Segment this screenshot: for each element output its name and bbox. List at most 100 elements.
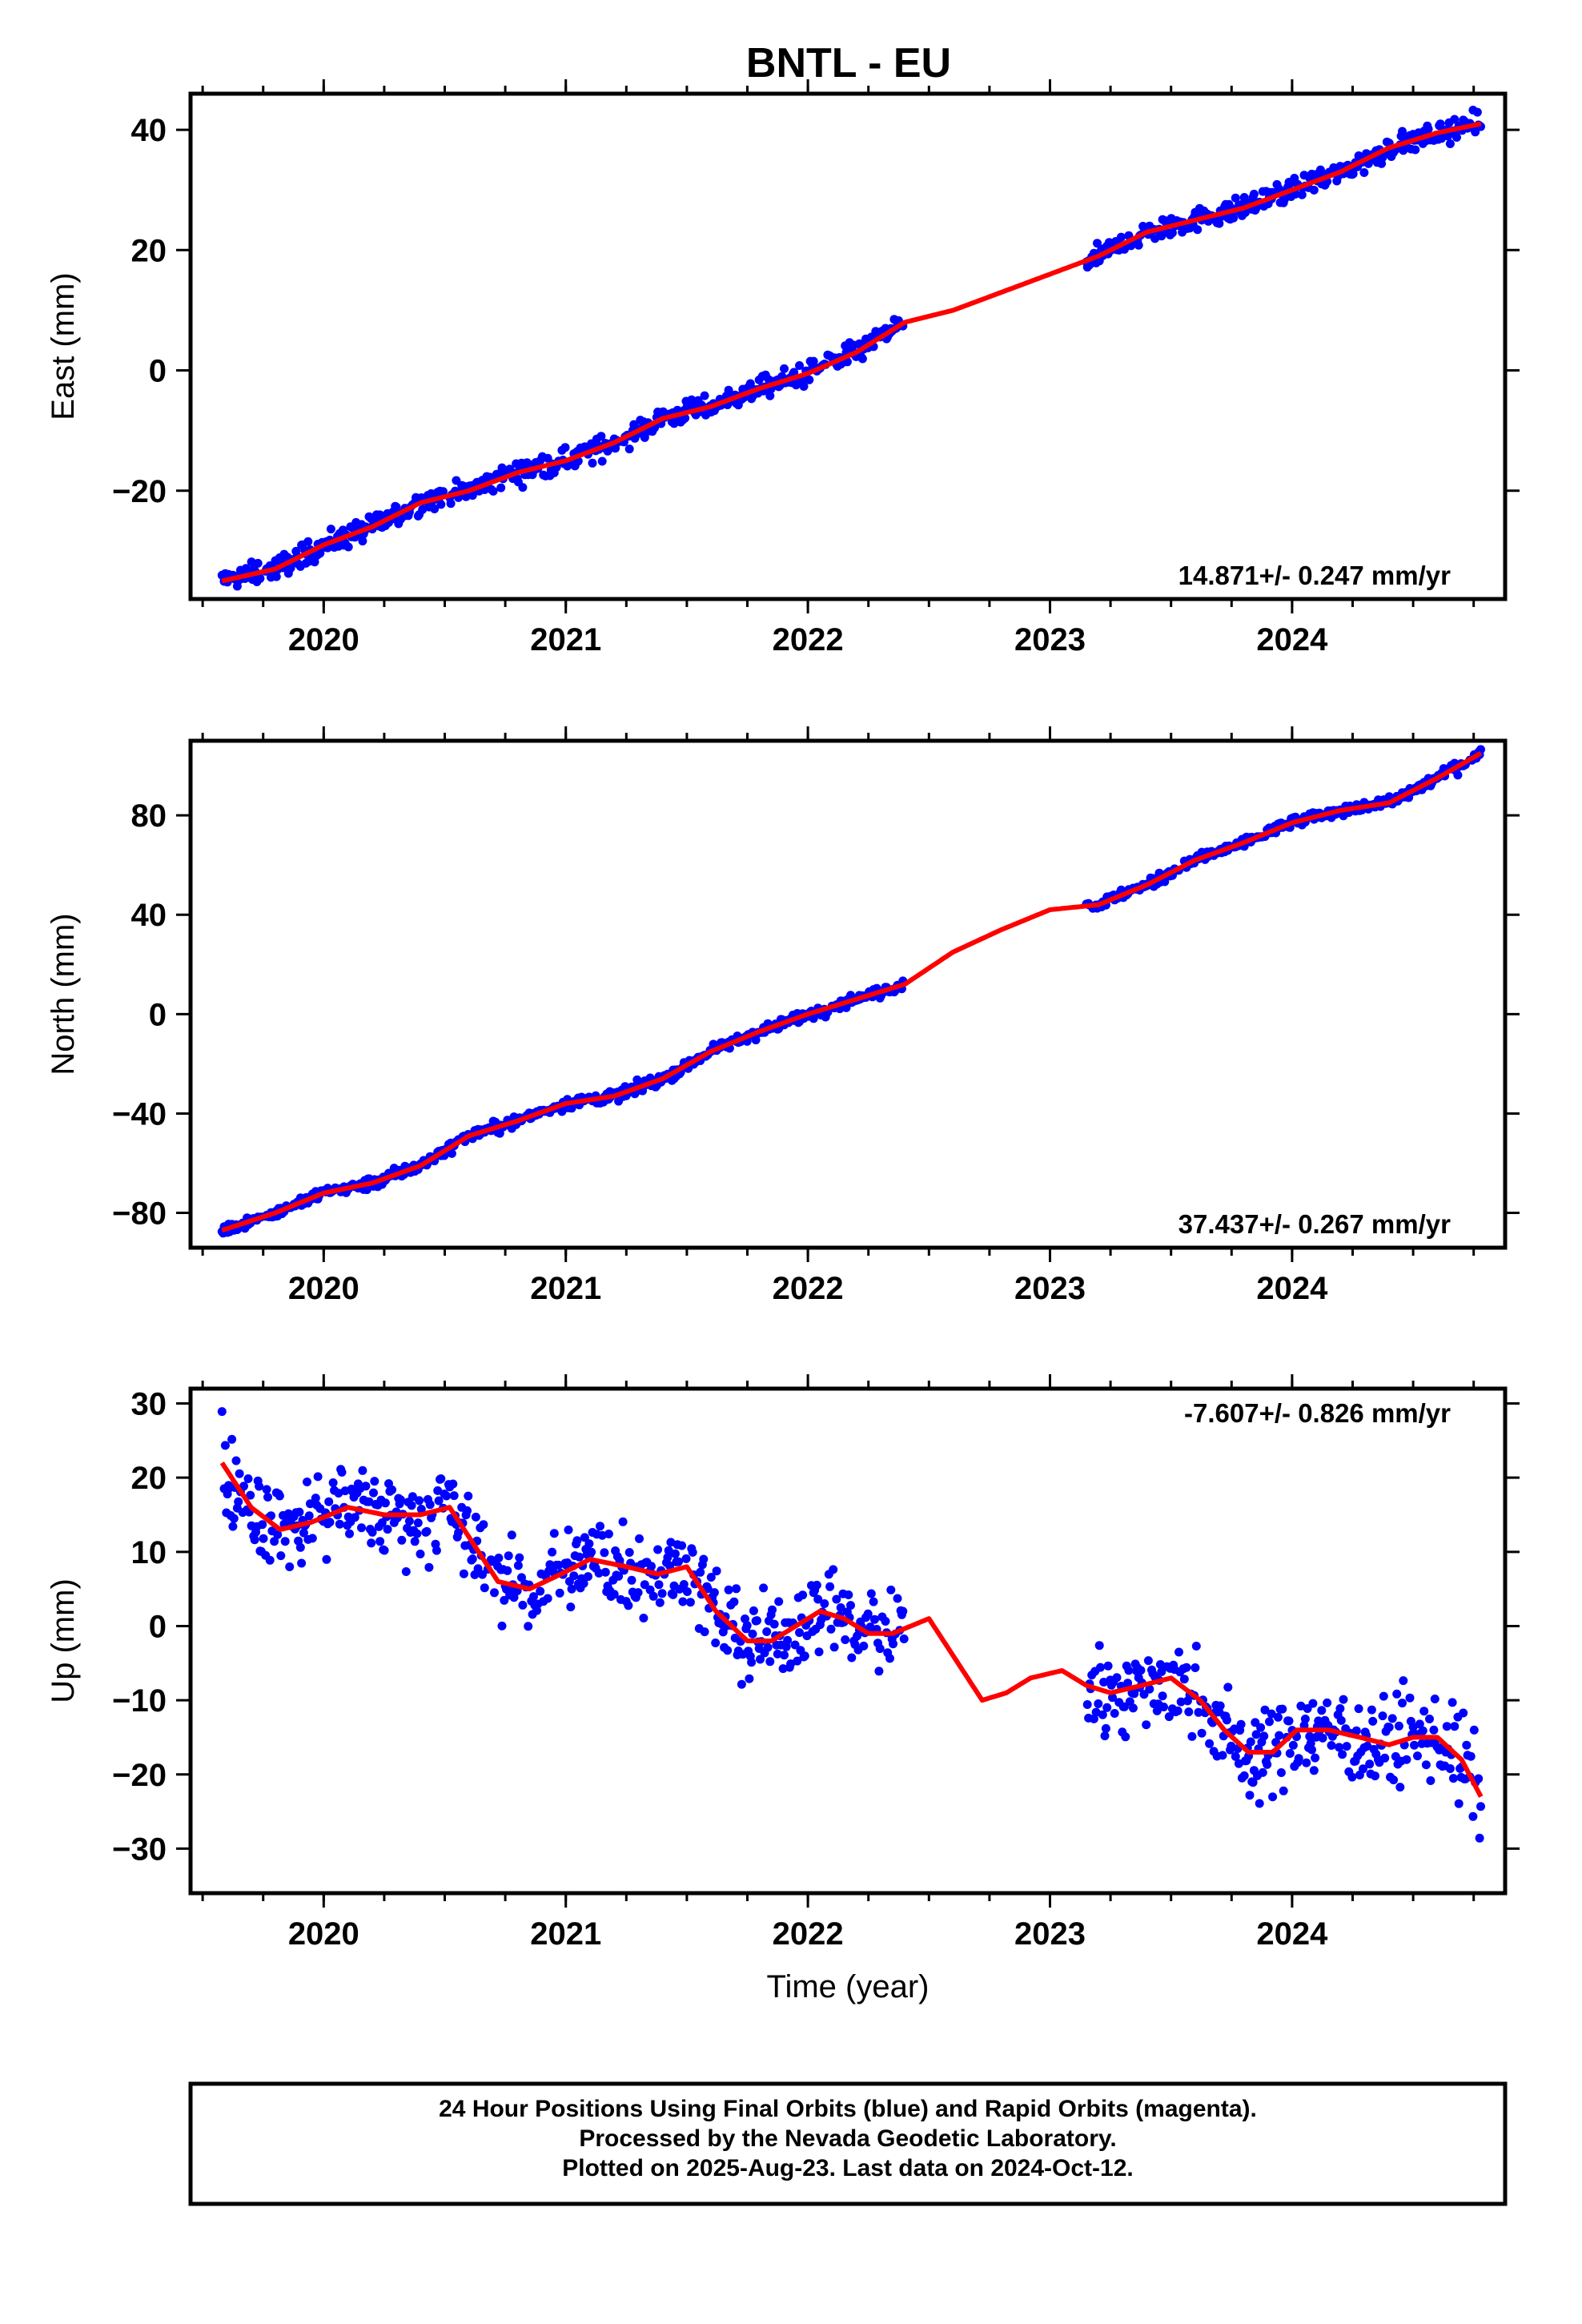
data-point bbox=[1215, 219, 1224, 228]
data-point bbox=[1474, 1774, 1484, 1783]
data-point bbox=[1413, 1751, 1422, 1761]
data-point bbox=[657, 1589, 667, 1598]
data-point bbox=[1336, 1715, 1346, 1725]
data-point bbox=[504, 1551, 513, 1561]
data-point bbox=[367, 1527, 377, 1537]
data-point bbox=[741, 1614, 749, 1623]
data-point bbox=[1426, 1776, 1435, 1785]
data-point bbox=[1399, 146, 1408, 155]
data-point bbox=[1108, 1693, 1117, 1703]
data-point bbox=[380, 1498, 390, 1508]
data-point bbox=[1399, 1676, 1408, 1686]
data-point bbox=[401, 1567, 411, 1576]
x-tick-label: 2022 bbox=[773, 1916, 844, 1952]
data-point bbox=[1096, 1663, 1105, 1672]
data-point bbox=[518, 1600, 528, 1610]
data-point bbox=[812, 1580, 821, 1590]
data-point bbox=[1410, 1740, 1419, 1750]
data-point bbox=[773, 1649, 782, 1659]
data-point bbox=[711, 1638, 721, 1647]
data-point bbox=[564, 1525, 573, 1534]
x-tick-label: 2024 bbox=[1256, 1271, 1328, 1306]
data-point bbox=[1450, 115, 1460, 124]
data-point bbox=[370, 1477, 379, 1486]
plot-frame bbox=[188, 738, 1508, 1250]
data-point bbox=[759, 1583, 769, 1593]
y-axis-label: East (mm) bbox=[46, 272, 81, 420]
data-point bbox=[793, 1656, 802, 1666]
data-point bbox=[295, 1542, 305, 1552]
data-point bbox=[762, 1627, 772, 1636]
data-point bbox=[416, 1505, 426, 1514]
data-point bbox=[494, 1554, 504, 1562]
data-point bbox=[549, 1529, 559, 1538]
data-point bbox=[706, 1573, 716, 1582]
data-point bbox=[1394, 1721, 1403, 1731]
x-tick-label: 2021 bbox=[530, 1916, 601, 1952]
data-point bbox=[1425, 1715, 1434, 1723]
data-point bbox=[881, 1617, 890, 1626]
footer-line-1: 24 Hour Positions Using Final Orbits (bl… bbox=[439, 2096, 1257, 2122]
data-point bbox=[1402, 1755, 1411, 1764]
data-point bbox=[682, 1587, 692, 1596]
data-point bbox=[343, 542, 353, 552]
data-point bbox=[1475, 1833, 1484, 1843]
data-point bbox=[832, 1594, 841, 1604]
data-point bbox=[572, 1536, 582, 1546]
x-axis-label: Time (year) bbox=[767, 1969, 930, 2004]
data-point bbox=[442, 1491, 452, 1501]
data-point bbox=[1387, 1714, 1397, 1723]
data-point bbox=[1347, 1772, 1357, 1782]
data-point bbox=[1411, 145, 1420, 155]
data-point bbox=[350, 1513, 359, 1522]
data-point bbox=[1309, 1766, 1319, 1775]
data-point bbox=[543, 1594, 552, 1603]
data-point bbox=[1380, 1753, 1390, 1763]
data-point bbox=[820, 1599, 829, 1608]
data-point bbox=[624, 1548, 634, 1557]
data-point bbox=[627, 1575, 636, 1585]
data-point bbox=[780, 1651, 789, 1660]
data-point bbox=[1294, 1754, 1303, 1763]
data-point bbox=[1351, 1726, 1361, 1735]
y-tick-label: 20 bbox=[131, 1461, 167, 1496]
data-point bbox=[265, 1555, 275, 1565]
north-panel: 2020 2021 2022 2023 2024 −80 −40 0 40 80 North (mm… bbox=[46, 726, 1520, 1306]
data-point bbox=[809, 356, 818, 366]
data-point bbox=[624, 444, 634, 454]
data-point bbox=[361, 1482, 371, 1491]
data-point bbox=[425, 1500, 435, 1510]
data-point bbox=[724, 1585, 733, 1594]
data-point bbox=[594, 1568, 604, 1578]
data-point bbox=[756, 1655, 765, 1664]
data-point bbox=[774, 1597, 784, 1606]
data-point bbox=[765, 391, 775, 400]
data-point bbox=[798, 1590, 808, 1600]
data-point bbox=[1101, 1723, 1110, 1733]
data-point bbox=[383, 1525, 392, 1534]
data-point bbox=[1418, 1726, 1427, 1735]
data-point bbox=[1278, 1704, 1287, 1714]
data-point bbox=[397, 1535, 407, 1545]
data-point bbox=[875, 1644, 885, 1654]
data-point bbox=[709, 1588, 719, 1598]
data-point bbox=[1174, 1647, 1183, 1657]
data-point bbox=[778, 1664, 788, 1674]
data-point bbox=[575, 1552, 584, 1562]
data-point bbox=[712, 1566, 721, 1576]
data-point bbox=[1205, 1739, 1215, 1748]
data-point bbox=[1363, 1741, 1372, 1751]
data-point bbox=[1112, 1673, 1122, 1683]
data-point bbox=[449, 1491, 459, 1501]
data-point bbox=[1193, 225, 1203, 235]
data-point bbox=[1335, 1704, 1345, 1713]
data-point bbox=[1255, 1799, 1264, 1808]
data-point bbox=[1179, 1675, 1189, 1684]
data-point bbox=[1276, 1768, 1286, 1777]
footer-line-2: Processed by the Nevada Geodetic Laborat… bbox=[579, 2125, 1116, 2152]
data-point bbox=[413, 1518, 423, 1528]
data-point bbox=[805, 375, 814, 384]
plot-frame bbox=[188, 91, 1508, 601]
data-point bbox=[1354, 1704, 1363, 1714]
